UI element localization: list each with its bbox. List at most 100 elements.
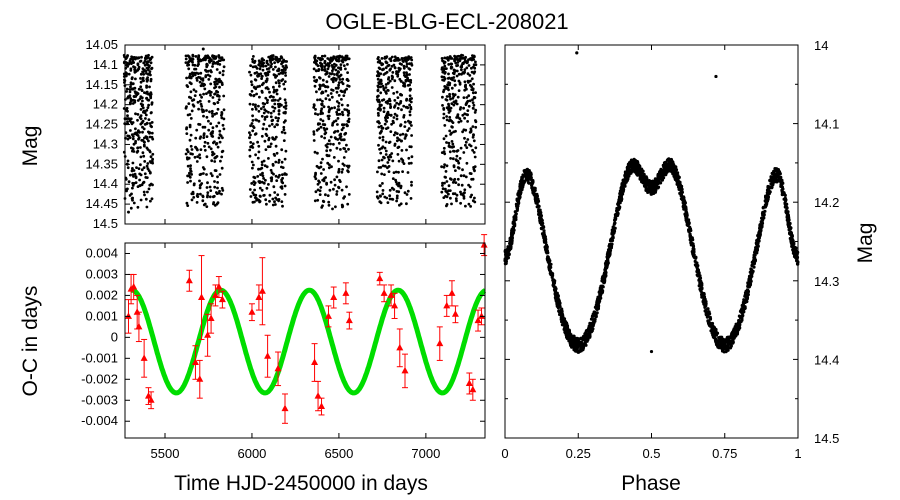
- data-point: [262, 122, 266, 126]
- data-point: [457, 72, 461, 76]
- data-point: [323, 54, 327, 58]
- data-point: [259, 107, 263, 111]
- data-point: [150, 125, 154, 129]
- data-point: [452, 165, 456, 169]
- data-point: [137, 167, 141, 171]
- data-point: [277, 161, 280, 164]
- data-point: [135, 133, 139, 137]
- data-point: [469, 130, 473, 134]
- data-point: [752, 265, 756, 269]
- data-point: [136, 68, 140, 72]
- data-point: [337, 86, 340, 89]
- data-point: [213, 180, 216, 183]
- data-point: [147, 187, 151, 191]
- data-point: [271, 164, 275, 167]
- data-point: [128, 88, 132, 91]
- data-point: [595, 302, 599, 307]
- data-point: [273, 125, 277, 129]
- data-point: [539, 214, 544, 218]
- data-point: [578, 349, 582, 354]
- data-point: [330, 95, 334, 99]
- data-point: [451, 157, 455, 161]
- data-point: [379, 201, 383, 205]
- data-point: [189, 96, 193, 100]
- data-point: [196, 195, 200, 199]
- data-point: [346, 71, 349, 74]
- data-point: [272, 138, 276, 141]
- data-point: [379, 124, 383, 128]
- data-point: [133, 68, 137, 71]
- data-point: [273, 106, 277, 110]
- data-point: [459, 65, 463, 69]
- data-point: [441, 187, 445, 191]
- data-point: [644, 175, 648, 179]
- oc-x-ticks: 5500 6000 6500 7000: [151, 243, 440, 461]
- data-point: [264, 178, 267, 182]
- triangle-marker: [211, 291, 219, 298]
- data-point: [275, 58, 278, 62]
- oc-point: [130, 273, 138, 301]
- data-point: [145, 164, 149, 168]
- data-point: [203, 87, 207, 91]
- triangle-marker: [401, 366, 409, 374]
- data-point: [399, 100, 403, 103]
- triangle-marker: [258, 287, 266, 294]
- data-point: [785, 202, 789, 206]
- data-point: [251, 129, 255, 133]
- data-point: [281, 173, 284, 177]
- data-point: [335, 190, 339, 193]
- data-point: [741, 313, 745, 318]
- data-point: [144, 69, 148, 73]
- data-point: [211, 65, 214, 68]
- data-point: [191, 74, 195, 78]
- data-point: [382, 155, 385, 159]
- data-point: [274, 160, 278, 164]
- data-point: [213, 80, 217, 84]
- data-point: [395, 117, 399, 121]
- data-point: [145, 84, 149, 88]
- data-point: [376, 196, 380, 200]
- data-point: [272, 152, 276, 156]
- data-point: [474, 120, 478, 124]
- oc-point: [274, 351, 282, 387]
- data-point: [312, 67, 316, 71]
- data-point: [387, 165, 391, 168]
- triangle-marker: [469, 385, 477, 393]
- data-point: [393, 142, 397, 146]
- data-point: [147, 98, 151, 102]
- data-point: [208, 61, 212, 64]
- data-point: [654, 178, 658, 182]
- data-point: [221, 73, 225, 77]
- data-point: [707, 310, 711, 314]
- data-point: [399, 184, 403, 188]
- data-point: [384, 66, 388, 70]
- data-point: [409, 78, 413, 82]
- data-point: [399, 139, 403, 143]
- data-point: [186, 164, 190, 168]
- data-point: [382, 87, 386, 90]
- data-point: [199, 172, 203, 176]
- data-point: [131, 58, 135, 62]
- oc-point: [480, 234, 488, 257]
- data-point: [384, 153, 388, 156]
- data-point: [331, 123, 334, 127]
- data-point: [129, 57, 133, 61]
- data-point: [760, 216, 764, 220]
- data-point: [694, 264, 698, 268]
- triangle-marker: [465, 379, 473, 386]
- data-point: [257, 59, 261, 63]
- data-point: [261, 174, 265, 178]
- data-point: [149, 95, 153, 99]
- data-point: [587, 326, 591, 330]
- data-point: [342, 126, 345, 130]
- data-point: [336, 117, 340, 120]
- data-point: [512, 228, 516, 232]
- data-point: [473, 165, 477, 169]
- data-point: [254, 103, 257, 107]
- data-point: [340, 103, 344, 107]
- data-point: [390, 122, 393, 126]
- data-point: [205, 92, 208, 95]
- data-point: [472, 103, 476, 107]
- data-point: [315, 164, 319, 168]
- data-point: [190, 148, 194, 151]
